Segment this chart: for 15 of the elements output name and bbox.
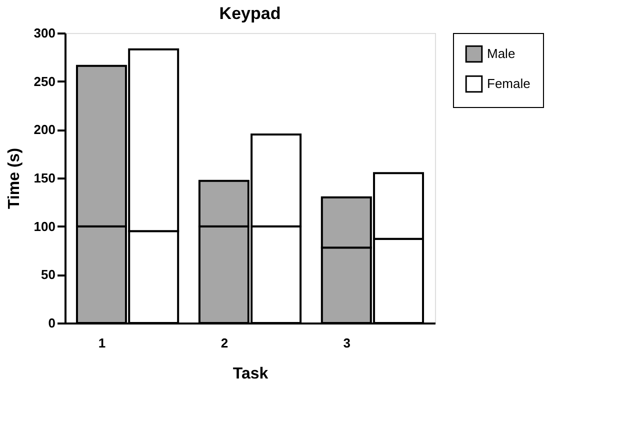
y-tick-label: 200 bbox=[34, 122, 56, 138]
legend-label: Female bbox=[487, 76, 530, 91]
y-axis-title: Time (s) bbox=[6, 148, 23, 210]
x-tick-label: 2 bbox=[220, 336, 228, 350]
y-tick-label: 50 bbox=[41, 267, 56, 282]
x-tick-label: 1 bbox=[98, 336, 106, 350]
x-tick-label: 3 bbox=[343, 336, 351, 350]
legend-label: Male bbox=[487, 46, 516, 61]
y-tick-label: 150 bbox=[34, 170, 56, 186]
y-tick-label: 250 bbox=[34, 74, 56, 89]
y-tick-label: 100 bbox=[34, 218, 56, 234]
chart-title: Keypad bbox=[219, 4, 281, 23]
y-tick-label: 0 bbox=[48, 316, 56, 330]
y-tick-label: 300 bbox=[34, 26, 56, 40]
x-axis-title: Task bbox=[232, 366, 268, 382]
